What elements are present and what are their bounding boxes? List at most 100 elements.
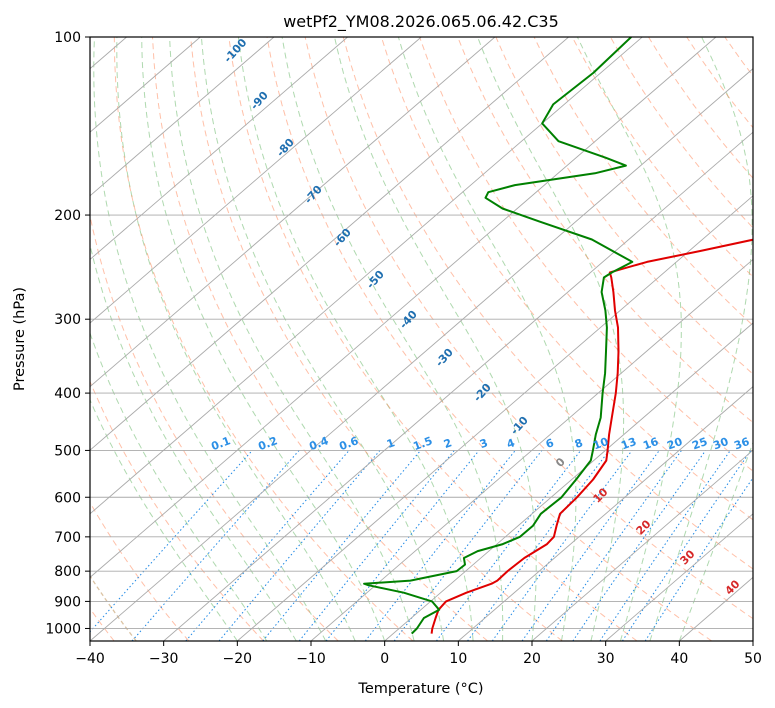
dry-adiabat-line	[228, 37, 638, 641]
mixing-ratio-label: 1	[385, 436, 397, 451]
mixing-ratio-line	[298, 450, 455, 641]
dry-adiabat-line	[533, 37, 753, 327]
y-tick-label: 200	[54, 208, 81, 224]
moist-adiabat-line	[649, 37, 753, 641]
dry-adiabat-line	[495, 37, 753, 375]
mixing-ratio-line	[262, 450, 421, 641]
mixing-ratio-label: 25	[690, 435, 709, 452]
mixing-ratio-label: 8	[573, 436, 585, 451]
mixing-ratio-label: 13	[619, 435, 638, 452]
x-tick-label: 0	[380, 651, 389, 667]
y-tick-label: 500	[54, 443, 81, 459]
dry-adiabat-line	[419, 37, 753, 472]
isotherm-line	[163, 131, 753, 641]
x-tick-label: 50	[744, 651, 762, 667]
mixing-ratio-label: 16	[641, 435, 660, 453]
y-tick-label: 800	[54, 564, 81, 580]
mixing-ratio-label: 20	[665, 435, 684, 453]
pressure-gridlines	[90, 37, 753, 629]
mixing-ratio-label: 0.4	[307, 434, 330, 453]
chart-title: wetPf2_YM08.2026.065.06.42.C35	[283, 12, 559, 32]
mixing-ratio-label: 3	[478, 436, 490, 451]
moist-adiabat-line	[281, 37, 504, 641]
dry-adiabats	[90, 37, 753, 641]
x-tick-label: 10	[449, 651, 467, 667]
dry-adiabat-line	[152, 37, 488, 641]
mixing-ratio-line	[467, 450, 610, 641]
moist-adiabat-line	[477, 37, 625, 641]
moist-adiabat-line	[116, 37, 356, 641]
isotherm-line	[90, 37, 569, 451]
plot-area	[90, 37, 753, 641]
y-axis: 100 200 300 400 500 600 700 800 900 1000	[45, 30, 90, 637]
y-tick-label: 700	[54, 530, 81, 546]
isotherm-line	[458, 386, 753, 641]
mixing-ratio-line	[218, 450, 381, 641]
mixing-ratio-label: 0.2	[256, 434, 279, 453]
mixing-ratio-label: 6	[544, 436, 556, 451]
mixing-ratio-line	[621, 450, 752, 641]
y-tick-label: 900	[54, 594, 81, 610]
ice-curve-line	[90, 574, 137, 641]
dry-adiabat-line	[304, 37, 753, 620]
dry-adiabat-line	[90, 501, 190, 641]
mixing-ratio-line	[572, 450, 707, 641]
isotherm-line	[531, 449, 753, 641]
dry-adiabat-line	[266, 37, 712, 641]
isotherm-line	[384, 322, 753, 641]
moist-adiabat-line	[93, 37, 327, 641]
mixing-ratio-line	[599, 450, 731, 641]
moist-adiabat-line	[576, 37, 682, 641]
dry-adiabat-line	[342, 37, 753, 570]
isotherm-line	[90, 37, 643, 515]
moist-adiabat-line	[678, 441, 753, 641]
y-tick-label: 600	[54, 490, 81, 506]
isotherm-line	[90, 37, 496, 388]
isotherm-line	[605, 513, 753, 641]
mixing-ratio-line	[435, 450, 582, 641]
x-axis-title: Temperature (°C)	[357, 681, 483, 697]
moist-adiabat-line	[90, 398, 238, 641]
moist-adiabat-line	[141, 37, 386, 641]
mixing-ratio-line	[90, 450, 253, 633]
moist-adiabat-line	[397, 37, 577, 641]
isotherm-line	[90, 37, 348, 261]
moist-adiabat-line	[90, 242, 297, 641]
y-tick-label: 400	[54, 386, 81, 402]
x-tick-label: −10	[296, 651, 326, 667]
mixing-ratio-label: 4	[505, 436, 517, 451]
mixing-ratio-line	[325, 450, 480, 641]
isotherms	[90, 37, 753, 641]
mixing-ratio-line	[545, 450, 682, 641]
y-axis-title: Pressure (hPa)	[12, 287, 28, 391]
dry-adiabat-line	[90, 380, 264, 641]
isotherm-line	[90, 37, 717, 578]
x-tick-label: 40	[670, 651, 688, 667]
x-tick-label: 20	[523, 651, 541, 667]
mixing-ratio-label: 2	[442, 436, 454, 451]
dry-adiabat-line	[457, 37, 753, 424]
mixing-ratio-line	[521, 450, 660, 641]
x-tick-label: −30	[149, 651, 179, 667]
moist-adiabats	[90, 37, 753, 641]
temperature-profile	[430, 238, 753, 634]
isotherm-line	[310, 258, 753, 641]
moist-adiabat-line	[90, 331, 268, 641]
mixing-ratio-label: 10	[591, 435, 610, 453]
isotherm-line	[90, 68, 753, 641]
sounding-series	[363, 37, 753, 635]
y-tick-label: 300	[54, 312, 81, 328]
x-tick-label: −40	[75, 651, 105, 667]
isotherm-line	[237, 195, 753, 641]
dewpoint-profile	[363, 37, 634, 635]
mixing-ratio-label: 0.1	[209, 434, 232, 453]
ice-curve	[90, 574, 137, 641]
mixing-ratio-label: 0.6	[337, 434, 360, 453]
y-tick-label: 100	[54, 30, 81, 46]
mixing-ratio-label: 1.5	[411, 434, 434, 453]
mixing-ratio-label: 36	[732, 435, 751, 453]
moist-adiabat-line	[334, 37, 537, 641]
x-tick-label: 30	[597, 651, 615, 667]
mixing-ratio-label: 30	[711, 435, 730, 453]
x-axis: −40 −30 −20 −10 0 10 20 30 40 50	[75, 641, 762, 667]
